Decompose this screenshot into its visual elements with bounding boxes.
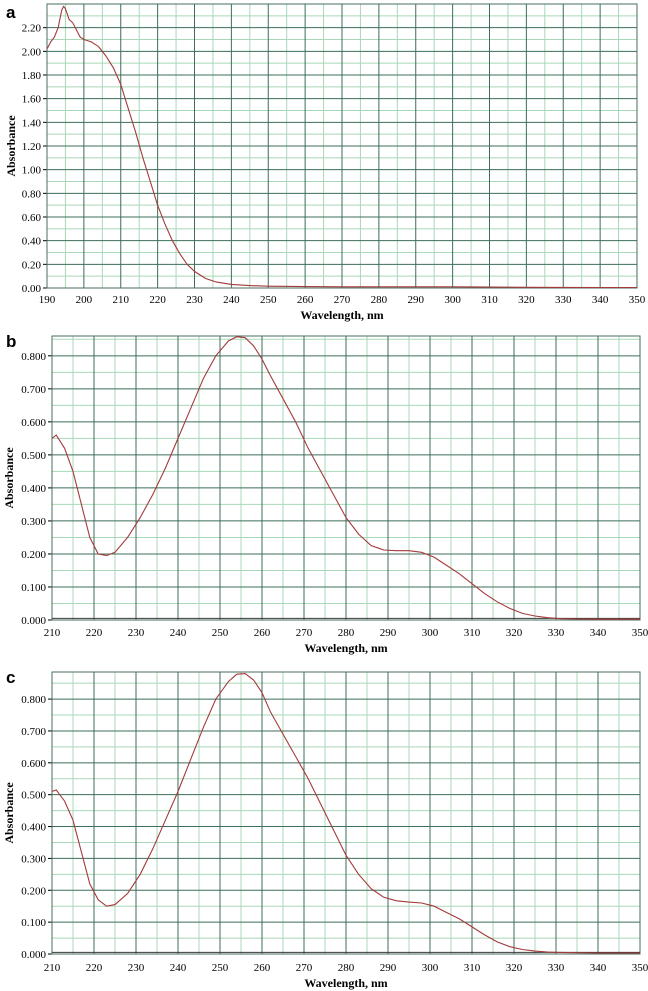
y-tick-label: 0.100: [21, 582, 46, 594]
panel-label: b: [6, 332, 16, 351]
y-tick-label: 0.300: [21, 516, 46, 528]
x-tick-label: 300: [422, 962, 439, 974]
y-tick-label: 2.00: [22, 46, 42, 58]
y-axis-title: Absorbance: [4, 115, 18, 177]
x-tick-label: 240: [170, 962, 187, 974]
plot-frame: [46, 3, 638, 289]
y-tick-label: 0.200: [21, 885, 46, 897]
y-tick-label: 0.400: [21, 483, 46, 495]
y-tick-label: 0.700: [21, 726, 46, 738]
x-tick-label: 190: [39, 294, 56, 306]
x-tick-label: 330: [548, 627, 565, 639]
x-tick-label: 250: [212, 962, 229, 974]
y-tick-label: 0.200: [21, 549, 46, 561]
x-tick-label: 260: [297, 294, 314, 306]
x-tick-label: 330: [548, 962, 565, 974]
x-tick-label: 280: [371, 294, 388, 306]
y-tick-label: 1.00: [22, 165, 42, 177]
absorbance-curve: [51, 336, 640, 620]
chart-panel-a: 190 200 210 220 230 240 250 260 270 280 290 300 310 3…: [4, 3, 646, 322]
x-tick-label: 280: [338, 627, 355, 639]
x-tick-label: 260: [254, 627, 271, 639]
x-tick-label: 340: [590, 962, 607, 974]
y-tick-label: 0.400: [21, 822, 46, 834]
x-tick-label: 290: [408, 294, 425, 306]
x-tick-label: 220: [86, 627, 103, 639]
y-tick-label: 0.800: [21, 694, 46, 706]
y-tick-label: 0.500: [21, 790, 46, 802]
y-tick-label: 0.000: [21, 615, 46, 627]
absorbance-curve: [51, 673, 640, 954]
y-tick-label: 1.60: [22, 94, 42, 106]
x-tick-label: 270: [296, 627, 313, 639]
x-tick-label: 220: [149, 294, 166, 306]
x-tick-label: 280: [338, 962, 355, 974]
chart-panel-b: 210 220 230 240 250 260 270 280 290 300 310 320 330 3…: [2, 332, 648, 655]
y-tick-label: 2.20: [22, 23, 42, 35]
x-axis-title: Wavelength, nm: [300, 308, 383, 322]
x-tick-label: 340: [590, 627, 607, 639]
x-tick-label: 220: [86, 962, 103, 974]
x-tick-label: 310: [464, 627, 481, 639]
x-axis-title: Wavelength, nm: [304, 641, 387, 655]
x-tick-label: 210: [44, 962, 61, 974]
y-axis-title: Absorbance: [2, 782, 16, 844]
panel-label: c: [6, 668, 15, 687]
y-tick-label: 0.40: [22, 236, 42, 248]
y-tick-label: 0.60: [22, 212, 42, 224]
x-axis-title: Wavelength, nm: [304, 976, 387, 990]
x-tick-label: 320: [518, 294, 535, 306]
y-tick-label: 0.600: [21, 758, 46, 770]
y-tick-label: 1.20: [22, 141, 42, 153]
y-tick-label: 0.100: [21, 917, 46, 929]
x-tick-label: 290: [380, 627, 397, 639]
x-tick-label: 350: [629, 294, 646, 306]
y-tick-label: 0.700: [21, 384, 46, 396]
plot-frame: [51, 335, 641, 621]
x-tick-label: 200: [76, 294, 93, 306]
x-tick-label: 270: [296, 962, 313, 974]
chart-panel-c: 210 220 230 240 250 260 270 280 290 300 310 320 330 3…: [2, 668, 648, 990]
x-tick-label: 240: [223, 294, 240, 306]
x-tick-label: 340: [592, 294, 609, 306]
x-tick-label: 350: [632, 627, 648, 639]
x-tick-label: 250: [212, 627, 229, 639]
x-tick-label: 350: [632, 962, 648, 974]
x-tick-label: 230: [128, 627, 145, 639]
y-tick-label: 0.00: [22, 283, 42, 295]
y-tick-label: 1.40: [22, 117, 42, 129]
x-tick-label: 290: [380, 962, 397, 974]
plot-frame: [51, 671, 641, 955]
y-tick-label: 0.000: [21, 949, 46, 961]
x-tick-label: 270: [334, 294, 351, 306]
x-tick-label: 250: [260, 294, 277, 306]
x-tick-label: 300: [444, 294, 461, 306]
y-tick-label: 0.500: [21, 450, 46, 462]
y-tick-label: 0.300: [21, 853, 46, 865]
y-axis-title: Absorbance: [2, 447, 16, 509]
panel-label: a: [6, 3, 16, 22]
x-tick-label: 310: [481, 294, 498, 306]
x-tick-label: 330: [555, 294, 572, 306]
y-tick-label: 0.800: [21, 351, 46, 363]
y-tick-label: 1.80: [22, 70, 42, 82]
x-tick-label: 240: [170, 627, 187, 639]
x-tick-label: 320: [506, 627, 523, 639]
absorbance-curve: [46, 5, 637, 289]
y-tick-label: 0.80: [22, 188, 42, 200]
y-tick-label: 0.20: [22, 259, 42, 271]
y-tick-label: 0.600: [21, 417, 46, 429]
x-tick-label: 230: [128, 962, 145, 974]
x-tick-label: 260: [254, 962, 271, 974]
x-tick-label: 210: [113, 294, 130, 306]
x-tick-label: 320: [506, 962, 523, 974]
x-tick-label: 310: [464, 962, 481, 974]
x-tick-label: 210: [44, 627, 61, 639]
x-tick-label: 300: [422, 627, 439, 639]
x-tick-label: 230: [186, 294, 203, 306]
